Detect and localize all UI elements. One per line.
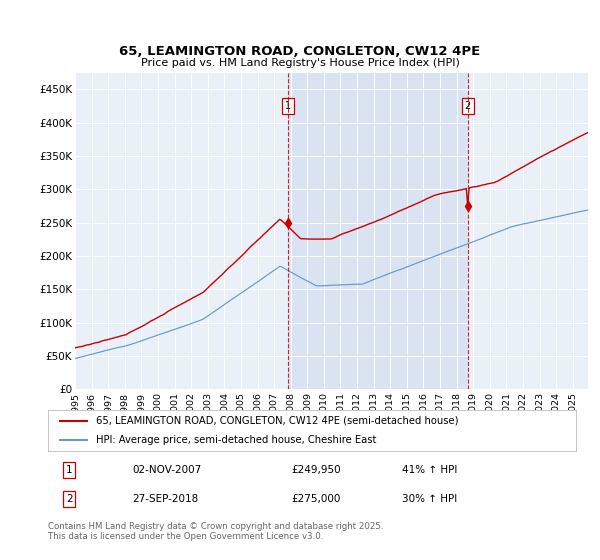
Text: Contains HM Land Registry data © Crown copyright and database right 2025.
This d: Contains HM Land Registry data © Crown c… — [48, 522, 383, 542]
Text: HPI: Average price, semi-detached house, Cheshire East: HPI: Average price, semi-detached house,… — [95, 435, 376, 445]
Text: 02-NOV-2007: 02-NOV-2007 — [133, 465, 202, 475]
Text: £249,950: £249,950 — [291, 465, 341, 475]
Text: 2: 2 — [66, 494, 73, 504]
Bar — [288, 73, 468, 389]
Text: 27-SEP-2018: 27-SEP-2018 — [133, 494, 199, 504]
Text: 1: 1 — [285, 101, 291, 111]
Text: £275,000: £275,000 — [291, 494, 340, 504]
Text: Price paid vs. HM Land Registry's House Price Index (HPI): Price paid vs. HM Land Registry's House … — [140, 58, 460, 68]
Text: 41% ↑ HPI: 41% ↑ HPI — [402, 465, 457, 475]
Text: 1: 1 — [66, 465, 73, 475]
Text: 30% ↑ HPI: 30% ↑ HPI — [402, 494, 457, 504]
Text: 65, LEAMINGTON ROAD, CONGLETON, CW12 4PE (semi-detached house): 65, LEAMINGTON ROAD, CONGLETON, CW12 4PE… — [95, 416, 458, 426]
Text: 2: 2 — [464, 101, 471, 111]
Text: 65, LEAMINGTON ROAD, CONGLETON, CW12 4PE: 65, LEAMINGTON ROAD, CONGLETON, CW12 4PE — [119, 45, 481, 58]
